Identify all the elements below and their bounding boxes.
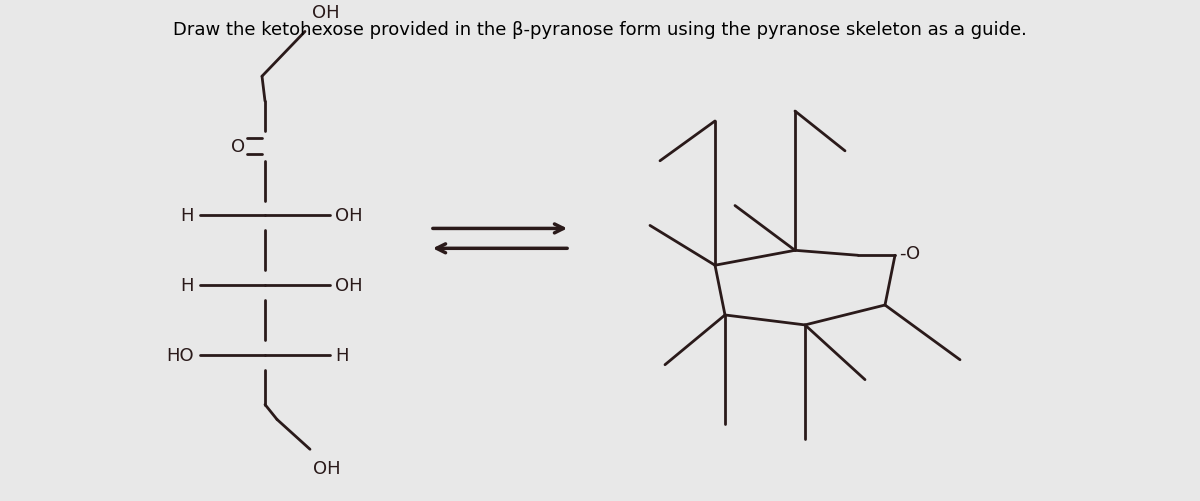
Text: OH: OH [335,277,362,295]
Text: H: H [180,277,194,295]
Text: OH: OH [335,207,362,225]
Text: O: O [230,138,245,155]
Text: Draw the ketohexose provided in the β-pyranose form using the pyranose skeleton : Draw the ketohexose provided in the β-py… [173,21,1027,39]
Text: HO: HO [167,346,194,364]
Text: -O: -O [899,245,920,263]
Text: H: H [335,346,348,364]
Text: OH: OH [313,459,341,477]
Text: OH: OH [312,5,340,23]
Text: H: H [180,207,194,225]
